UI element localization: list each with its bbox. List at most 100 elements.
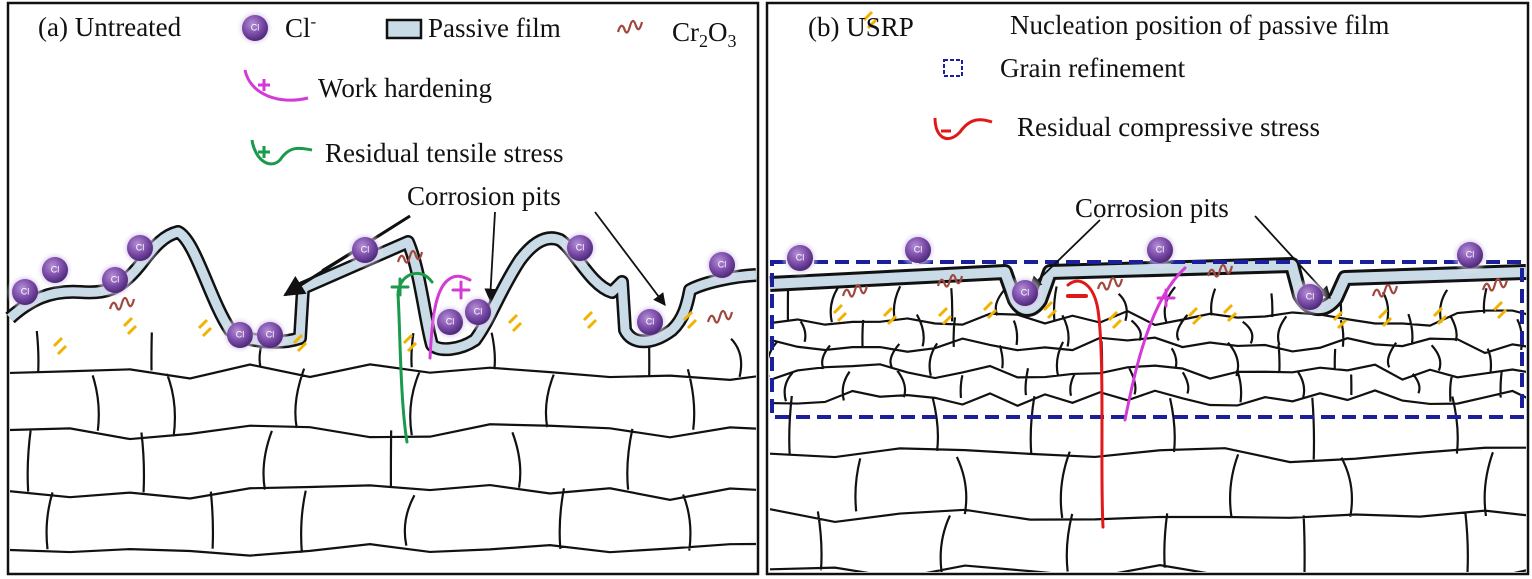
work-hardening-icon xyxy=(243,69,309,102)
nucleation-mark xyxy=(1187,306,1203,326)
chloride-ion xyxy=(709,252,735,278)
legend-text: Nucleation position of passive film xyxy=(1010,10,1389,40)
chloride-ion xyxy=(637,309,663,335)
plus-sign xyxy=(451,280,471,300)
panel-label: (a) Untreated xyxy=(38,12,182,42)
oxide-mark xyxy=(1371,283,1399,298)
grain-boundaries xyxy=(769,285,1526,407)
chloride-ion xyxy=(242,15,268,41)
chloride-ion xyxy=(12,279,38,305)
legend-text: Residual compressive stress xyxy=(1017,112,1320,142)
nucleation-mark xyxy=(937,306,953,326)
ion-label: Cl xyxy=(136,242,145,252)
ion-label: Cl xyxy=(1021,287,1030,297)
plus-sign xyxy=(258,79,270,91)
panel-label: (b) USRP xyxy=(808,12,914,42)
nucleation-mark xyxy=(1492,300,1508,320)
grain-boundaries xyxy=(769,395,1526,572)
nucleation-mark xyxy=(292,333,308,353)
chloride-ion xyxy=(352,237,378,263)
nucleation-mark xyxy=(832,303,848,323)
ion-label: Cl xyxy=(576,242,585,252)
annotation: Corrosion pits xyxy=(407,181,561,211)
grains xyxy=(769,285,1526,572)
legend-text: Grain refinement xyxy=(1000,53,1186,83)
nucleation-marks xyxy=(52,10,1508,356)
ion-label: Cl xyxy=(361,244,370,254)
film-legend-swatch xyxy=(385,18,423,40)
nucleation-mark xyxy=(1332,310,1348,330)
nucleation-mark xyxy=(1377,308,1393,328)
compressive-stress-curve xyxy=(1066,279,1105,529)
work-hardening-curve xyxy=(1123,266,1187,422)
ion-label: Cl xyxy=(1306,291,1315,301)
legend-text: Residual tensile stress xyxy=(325,138,563,168)
chloride-ion xyxy=(567,235,593,261)
nucleation-mark xyxy=(1432,306,1448,326)
nucleation-mark xyxy=(862,10,878,30)
ion-label: Cl xyxy=(474,306,483,316)
legend-text: Work hardening xyxy=(318,73,492,103)
nucleation-mark xyxy=(1222,303,1238,323)
annotation: Corrosion pits xyxy=(1075,193,1229,223)
chloride-ion xyxy=(1297,284,1323,310)
chloride-ion xyxy=(905,237,931,263)
ion-label: Cl xyxy=(236,329,245,339)
oxide-mark xyxy=(841,283,869,298)
grain-legend-swatch xyxy=(943,59,963,77)
oxide-mark xyxy=(1206,263,1234,278)
chloride-ion xyxy=(257,322,283,348)
compressive-stress-icon xyxy=(933,117,993,141)
plus-sign xyxy=(390,277,410,297)
legend-text: Cl- xyxy=(285,12,317,43)
chloride-ion xyxy=(1457,242,1483,268)
ion-label: Cl xyxy=(446,316,455,326)
legend-text: O xyxy=(708,17,728,47)
tensile-stress-icon xyxy=(250,139,313,166)
plus-sign xyxy=(258,146,270,158)
plus-sign xyxy=(1156,288,1176,308)
oxide-mark xyxy=(108,296,136,311)
ion-label: Cl xyxy=(111,274,120,284)
nucleation-mark xyxy=(197,318,213,338)
oxide-mark xyxy=(616,19,644,34)
nucleation-mark xyxy=(882,306,898,326)
chloride-ion xyxy=(102,267,128,293)
work-hardening-curve xyxy=(428,274,472,360)
nucleation-mark xyxy=(402,333,418,353)
oxide-mark xyxy=(396,249,424,264)
nucleation-mark xyxy=(52,336,68,356)
ion-label: Cl xyxy=(266,329,275,339)
ion-label: Cl xyxy=(796,252,805,262)
nucleation-mark xyxy=(982,300,998,320)
chloride-ion xyxy=(787,245,813,271)
oxide-mark xyxy=(1096,276,1124,291)
grain-boundaries xyxy=(10,330,756,557)
chloride-ion xyxy=(227,322,253,348)
tensile-stress-curve xyxy=(396,271,434,444)
ion-label: Cl xyxy=(914,244,923,254)
nucleation-mark xyxy=(1042,300,1058,320)
oxide-mark xyxy=(706,309,734,324)
ion-label: Cl xyxy=(251,22,260,32)
nucleation-mark xyxy=(122,316,138,336)
panel-frame xyxy=(765,1,1530,576)
ions: Cl Cl Cl Cl Cl Cl Cl Cl Cl Cl Cl Cl Cl Cl Cl Cl Cl Cl Cl xyxy=(6,9,1489,354)
nucleation-mark xyxy=(682,310,698,330)
oxide-mark xyxy=(936,273,964,288)
legend-text: Cr xyxy=(672,17,699,47)
chloride-ion xyxy=(127,235,153,261)
chloride-ion xyxy=(465,299,491,325)
legend-text: 3 xyxy=(728,31,737,51)
legend-text: - xyxy=(311,12,317,31)
legend-text: Passive film xyxy=(428,13,561,43)
nucleation-mark xyxy=(507,313,523,333)
ion-label: Cl xyxy=(718,259,727,269)
grain-refinement-zone xyxy=(770,260,1524,419)
ion-label: Cl xyxy=(51,264,60,274)
legend-text: 2 xyxy=(699,31,708,51)
chloride-ion xyxy=(1012,280,1038,306)
legend-text: Cl xyxy=(285,13,311,43)
oxide-mark xyxy=(1481,277,1509,292)
